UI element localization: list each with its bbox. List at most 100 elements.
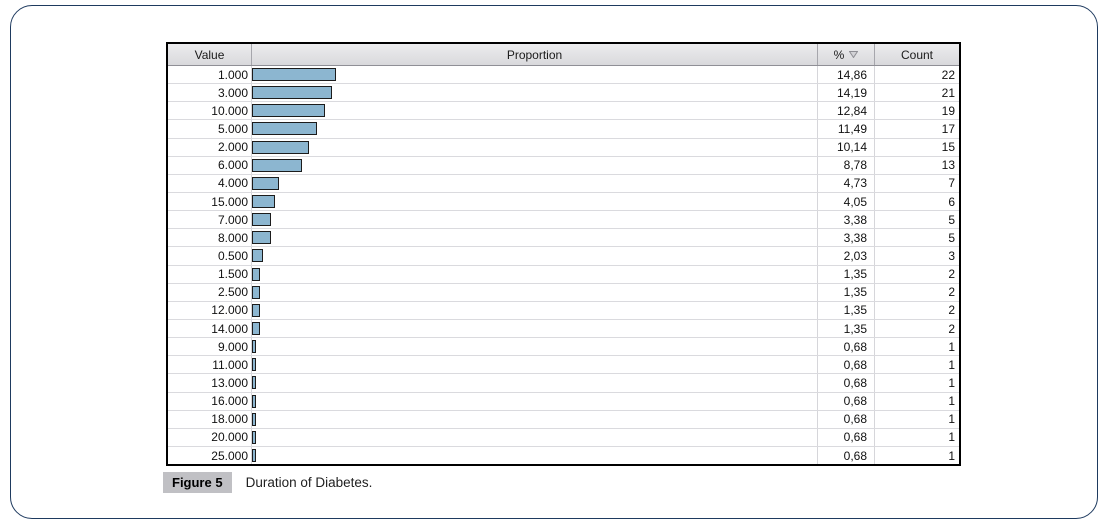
table-row: 25.000 0,68 1 xyxy=(168,446,959,465)
proportion-bar xyxy=(252,267,260,281)
count-cell: 1 xyxy=(948,357,955,372)
table-row: 18.000 0,68 1 xyxy=(168,410,959,429)
value-cell: 0.500 xyxy=(168,247,252,265)
header-percent-label: % xyxy=(833,47,845,62)
proportion-bar xyxy=(252,249,264,263)
proportion-bar xyxy=(252,231,272,245)
value-cell: 2.500 xyxy=(168,283,252,301)
header-value[interactable]: Value xyxy=(168,44,252,65)
percent-cell: 4,73 xyxy=(818,174,875,192)
count-cell: 5 xyxy=(948,212,955,227)
header-count[interactable]: Count xyxy=(875,44,959,65)
table-row: 0.500 2,03 3 xyxy=(168,247,959,266)
count-cell: 7 xyxy=(948,176,955,191)
count-cell: 1 xyxy=(948,394,955,409)
header-proportion-label: Proportion xyxy=(506,47,563,62)
proportion-cell xyxy=(252,138,818,156)
table-row: 1.000 14,86 22 xyxy=(168,66,959,85)
count-cell: 17 xyxy=(941,121,955,136)
count-cell: 5 xyxy=(948,230,955,245)
proportion-cell xyxy=(252,66,818,84)
percent-cell: 3,38 xyxy=(818,229,875,247)
proportion-bar xyxy=(252,285,260,299)
proportion-bar xyxy=(252,122,317,136)
count-cell: 1 xyxy=(948,339,955,354)
value-cell: 18.000 xyxy=(168,410,252,428)
value-cell: 8.000 xyxy=(168,229,252,247)
header-proportion[interactable]: Proportion xyxy=(252,44,818,65)
percent-cell: 14,86 xyxy=(818,66,875,84)
value-cell: 11.000 xyxy=(168,356,252,374)
figure-caption-text: Duration of Diabetes. xyxy=(245,475,373,490)
proportion-bar xyxy=(252,449,256,463)
value-cell: 9.000 xyxy=(168,338,252,356)
value-cell: 13.000 xyxy=(168,374,252,392)
percent-cell: 2,03 xyxy=(818,247,875,265)
table-row: 3.000 14,19 21 xyxy=(168,84,959,103)
proportion-cell xyxy=(252,446,818,465)
proportion-bar xyxy=(252,195,275,209)
proportion-cell xyxy=(252,338,818,356)
proportion-bar xyxy=(252,104,325,118)
count-cell: 1 xyxy=(948,430,955,445)
count-cell: 2 xyxy=(948,267,955,282)
proportion-bar xyxy=(252,86,333,100)
value-cell: 6.000 xyxy=(168,156,252,174)
proportion-cell xyxy=(252,84,818,102)
proportion-cell xyxy=(252,283,818,301)
proportion-cell xyxy=(252,374,818,392)
percent-cell: 0,68 xyxy=(818,446,875,465)
proportion-cell xyxy=(252,410,818,428)
proportion-cell xyxy=(252,174,818,192)
percent-cell: 11,49 xyxy=(818,120,875,138)
table-row: 2.000 10,14 15 xyxy=(168,138,959,157)
sort-triangle-down-icon xyxy=(849,51,859,58)
proportion-cell xyxy=(252,211,818,229)
table-row: 14.000 1,35 2 xyxy=(168,319,959,339)
percent-cell: 0,68 xyxy=(818,392,875,410)
count-cell: 2 xyxy=(948,285,955,300)
percent-cell: 1,35 xyxy=(818,283,875,301)
table-row: 12.000 1,35 2 xyxy=(168,301,959,320)
count-cell: 2 xyxy=(948,303,955,318)
count-cell: 6 xyxy=(948,194,955,209)
proportion-cell xyxy=(252,265,818,283)
proportion-cell xyxy=(252,102,818,120)
percent-cell: 0,68 xyxy=(818,338,875,356)
proportion-bar xyxy=(252,322,260,336)
table-row: 9.000 0,68 1 xyxy=(168,338,959,357)
proportion-bar xyxy=(252,158,302,172)
proportion-bar xyxy=(252,412,256,426)
percent-cell: 0,68 xyxy=(818,356,875,374)
value-cell: 10.000 xyxy=(168,102,252,120)
percent-cell: 8,78 xyxy=(818,156,875,174)
table-row: 13.000 0,68 1 xyxy=(168,374,959,393)
count-cell: 15 xyxy=(941,140,955,155)
value-cell: 2.000 xyxy=(168,138,252,156)
proportion-cell xyxy=(252,392,818,410)
table-row: 15.000 4,05 6 xyxy=(168,192,959,212)
proportion-cell xyxy=(252,319,818,338)
proportion-bar xyxy=(252,68,336,82)
value-cell: 3.000 xyxy=(168,84,252,102)
count-cell: 3 xyxy=(948,248,955,263)
value-cell: 14.000 xyxy=(168,319,252,338)
proportion-bar xyxy=(252,430,256,444)
value-cell: 1.000 xyxy=(168,66,252,84)
percent-cell: 0,68 xyxy=(818,428,875,446)
table-row: 10.000 12,84 19 xyxy=(168,102,959,121)
count-cell: 13 xyxy=(941,158,955,173)
value-cell: 4.000 xyxy=(168,174,252,192)
table-row: 6.000 8,78 13 xyxy=(168,156,959,175)
percent-cell: 0,68 xyxy=(818,374,875,392)
proportion-cell xyxy=(252,192,818,211)
percent-cell: 14,19 xyxy=(818,84,875,102)
figure-number-badge: Figure 5 xyxy=(163,472,232,493)
count-cell: 1 xyxy=(948,412,955,427)
percent-cell: 12,84 xyxy=(818,102,875,120)
header-percent[interactable]: % xyxy=(818,44,875,65)
table-row: 1.500 1,35 2 xyxy=(168,265,959,284)
percent-cell: 1,35 xyxy=(818,301,875,319)
value-cell: 16.000 xyxy=(168,392,252,410)
